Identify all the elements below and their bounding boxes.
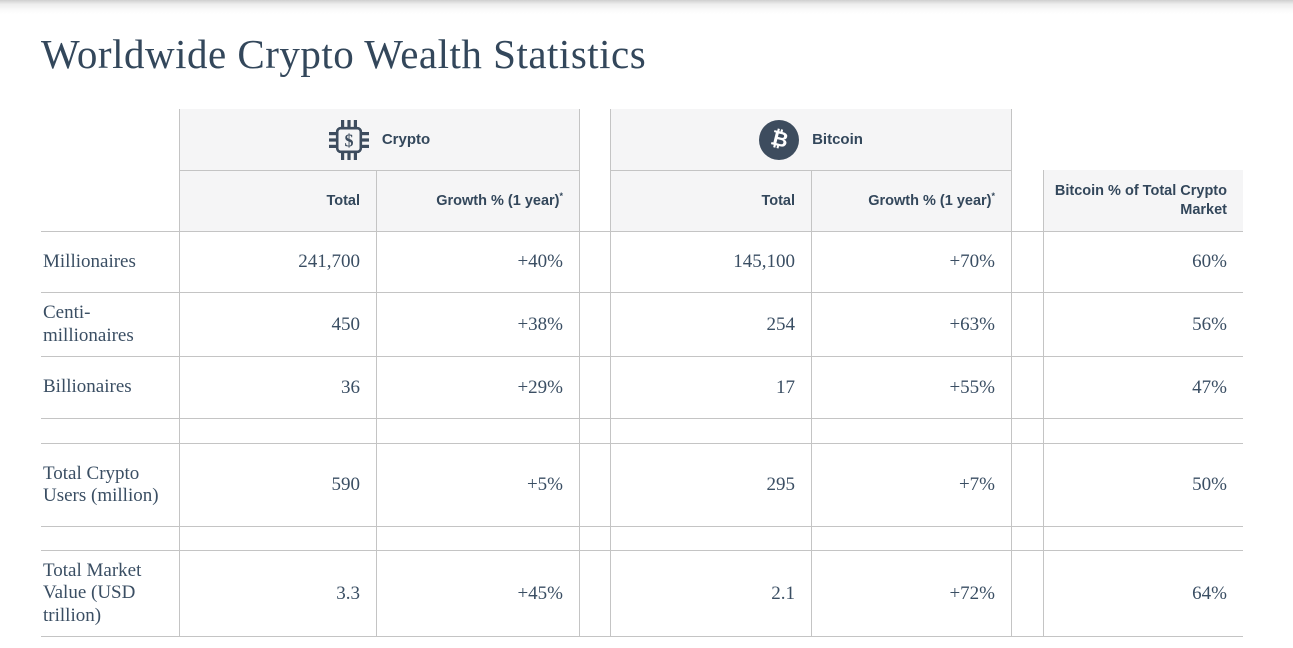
row-label: Total Crypto Users (million): [41, 443, 179, 526]
gap-cell: [579, 292, 611, 356]
spacer-row-cell: [1011, 526, 1044, 550]
cell-bitcoin-total: 254: [611, 292, 811, 356]
spacer-row-cell: [611, 526, 811, 550]
spacer-row-cell: [579, 418, 611, 443]
row-label: Centi-millionaires: [41, 292, 179, 356]
group-header-crypto: $ Crypto: [179, 109, 579, 170]
page-title: Worldwide Crypto Wealth Statistics: [41, 31, 647, 77]
spacer-row-cell: [811, 526, 1011, 550]
gap-cell: [1011, 356, 1044, 418]
cell-crypto-growth: +45%: [376, 550, 579, 637]
group-spacer-right: [1044, 109, 1243, 170]
subheader-spacer: [41, 170, 179, 231]
cell-bitcoin-total: 17: [611, 356, 811, 418]
cell-bitcoin-total: 2.1: [611, 550, 811, 637]
gap-cell: [1011, 443, 1044, 526]
spacer-row-cell: [811, 418, 1011, 443]
cell-bitcoin-growth: +70%: [811, 231, 1011, 292]
gap-cell: [579, 550, 611, 637]
spacer-row-cell: [1044, 526, 1243, 550]
crypto-wealth-table: $ Crypto ₿ Bitcoin Total Growth % (1 yea…: [41, 109, 1243, 637]
cell-crypto-growth: +29%: [376, 356, 579, 418]
group-gap-1: [579, 109, 611, 170]
gap-cell: [1011, 550, 1044, 637]
cell-crypto-total: 3.3: [179, 550, 376, 637]
cell-bitcoin-share: 47%: [1044, 356, 1243, 418]
cell-crypto-total: 36: [179, 356, 376, 418]
col-header-bitcoin-growth: Growth % (1 year)*: [811, 170, 1011, 231]
spacer-row-cell: [579, 526, 611, 550]
chip-dollar-icon: $: [328, 119, 369, 160]
spacer-row-cell: [179, 526, 376, 550]
cell-bitcoin-growth: +72%: [811, 550, 1011, 637]
cell-crypto-growth: +5%: [376, 443, 579, 526]
group-label-crypto: Crypto: [381, 131, 431, 148]
spacer-row-cell: [376, 526, 579, 550]
cell-crypto-total: 590: [179, 443, 376, 526]
spacer-row-cell: [376, 418, 579, 443]
row-label: Billionaires: [41, 356, 179, 418]
corner-spacer: [41, 109, 179, 170]
cell-crypto-total: 450: [179, 292, 376, 356]
bitcoin-icon: ₿: [759, 119, 800, 160]
gap-cell: [579, 443, 611, 526]
subheader-gap-1: [579, 170, 611, 231]
cell-crypto-total: 241,700: [179, 231, 376, 292]
subheader-gap-2: [1011, 170, 1044, 231]
group-label-bitcoin: Bitcoin: [812, 131, 863, 148]
cell-crypto-growth: +38%: [376, 292, 579, 356]
cell-bitcoin-share: 56%: [1044, 292, 1243, 356]
gap-cell: [1011, 231, 1044, 292]
footnote-asterisk: *: [559, 190, 563, 201]
top-fade-divider: [0, 0, 1293, 14]
gap-cell: [579, 356, 611, 418]
cell-crypto-growth: +40%: [376, 231, 579, 292]
cell-bitcoin-growth: +55%: [811, 356, 1011, 418]
spacer-row-cell: [41, 418, 179, 443]
footnote-asterisk: *: [991, 190, 995, 201]
col-header-crypto-total: Total: [179, 170, 376, 231]
col-header-crypto-growth: Growth % (1 year)*: [376, 170, 579, 231]
cell-bitcoin-share: 50%: [1044, 443, 1243, 526]
cell-bitcoin-growth: +7%: [811, 443, 1011, 526]
cell-bitcoin-total: 145,100: [611, 231, 811, 292]
gap-cell: [1011, 292, 1044, 356]
group-gap-2: [1011, 109, 1044, 170]
cell-bitcoin-share: 60%: [1044, 231, 1243, 292]
group-header-bitcoin: ₿ Bitcoin: [611, 109, 1011, 170]
svg-text:$: $: [344, 130, 353, 150]
col-header-bitcoin-share: Bitcoin % of Total Crypto Market: [1044, 170, 1243, 231]
gap-cell: [579, 231, 611, 292]
spacer-row-cell: [179, 418, 376, 443]
cell-bitcoin-growth: +63%: [811, 292, 1011, 356]
row-label: Total Market Value (USD trillion): [41, 550, 179, 637]
row-label: Millionaires: [41, 231, 179, 292]
col-header-bitcoin-total: Total: [611, 170, 811, 231]
spacer-row-cell: [41, 526, 179, 550]
spacer-row-cell: [611, 418, 811, 443]
spacer-row-cell: [1044, 418, 1243, 443]
spacer-row-cell: [1011, 418, 1044, 443]
cell-bitcoin-total: 295: [611, 443, 811, 526]
cell-bitcoin-share: 64%: [1044, 550, 1243, 637]
